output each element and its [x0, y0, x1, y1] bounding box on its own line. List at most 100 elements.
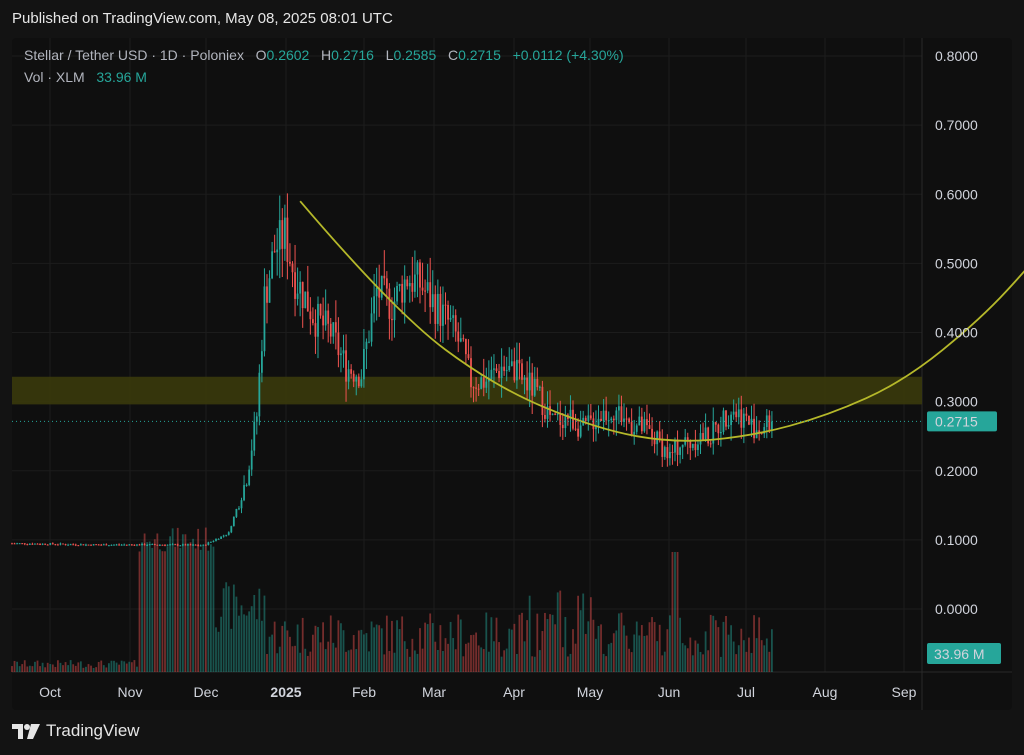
volume-bar — [704, 631, 707, 672]
candle-body — [753, 418, 755, 439]
candle-body — [159, 544, 161, 546]
volume-bar — [189, 542, 192, 672]
volume-bar — [59, 662, 62, 672]
volume-bar — [592, 619, 595, 672]
volume-bar — [643, 635, 646, 672]
volume-bar — [735, 654, 738, 672]
candle-body — [16, 543, 18, 545]
volume-bar — [521, 612, 523, 672]
candle-body — [600, 418, 602, 422]
last-price-badge — [927, 411, 997, 432]
volume-bar — [554, 624, 557, 672]
candle-body — [90, 544, 92, 546]
candle-body — [763, 427, 766, 434]
candle-body — [383, 275, 386, 279]
x-tick-label: Dec — [194, 684, 219, 700]
volume-bar — [618, 613, 620, 672]
candle-body — [521, 363, 523, 380]
volume-bar — [202, 545, 205, 672]
volume-bar — [699, 651, 702, 672]
candle-body — [447, 305, 449, 320]
candle-body — [125, 544, 128, 546]
volume-bar — [669, 615, 671, 672]
volume-bar — [419, 628, 421, 672]
volume-bar — [393, 652, 396, 672]
candle-body — [375, 287, 378, 297]
volume-bar — [69, 660, 72, 672]
volume-bar — [628, 648, 630, 672]
candle-body — [597, 418, 600, 426]
volume-bar — [184, 534, 187, 672]
volume-bar — [161, 551, 164, 672]
candle-body — [714, 422, 717, 425]
volume-bar — [380, 628, 383, 672]
volume-bar — [327, 641, 330, 672]
volume-bar — [595, 638, 597, 672]
candle-body — [278, 220, 281, 250]
candle-body — [699, 433, 702, 445]
x-tick-label: Jun — [658, 684, 681, 700]
volume-bar — [204, 527, 207, 672]
tradingview-logo[interactable]: TradingView — [12, 721, 140, 741]
volume-bar — [215, 627, 217, 672]
volume-bar — [28, 665, 31, 672]
candle-body — [712, 422, 715, 444]
candle-body — [312, 319, 314, 324]
candle-body — [49, 543, 52, 545]
volume-bar — [753, 615, 755, 672]
last-volume-badge-label: 33.96 M — [934, 646, 985, 662]
candle-body — [592, 418, 595, 430]
volume-bar — [340, 623, 342, 672]
volume-bar — [261, 620, 263, 672]
candle-body — [495, 368, 498, 371]
volume-bar — [291, 646, 294, 672]
candle-body — [768, 415, 771, 431]
volume-bar — [495, 617, 498, 672]
candle-body — [102, 544, 105, 546]
volume-bar — [740, 628, 743, 672]
volume-bar — [278, 646, 281, 672]
volume-bar — [72, 664, 75, 672]
volume-bar — [684, 645, 687, 672]
candle-body — [439, 293, 442, 326]
volume-bar — [760, 640, 763, 672]
candle-body — [51, 543, 54, 545]
candle-body — [46, 544, 49, 546]
volume-bar — [217, 631, 220, 672]
volume-bar — [23, 660, 26, 672]
candle-body — [686, 437, 689, 442]
volume-bar — [16, 661, 18, 672]
candle-body — [587, 415, 590, 421]
chart-panel — [12, 38, 1012, 710]
volume-bar — [138, 551, 141, 672]
volume-bar — [567, 656, 569, 672]
candle-body — [370, 313, 373, 342]
volume-bar — [266, 653, 268, 672]
volume-bar — [102, 665, 105, 672]
candle-body — [577, 428, 579, 437]
volume-bar — [169, 536, 171, 672]
volume-bar — [87, 664, 90, 672]
candle-body — [485, 381, 488, 388]
volume-bar — [227, 586, 230, 672]
candle-body — [169, 544, 171, 546]
candle-body — [77, 545, 80, 547]
volume-bar — [235, 596, 238, 672]
volume-bar — [559, 590, 562, 672]
volume-bar — [732, 641, 735, 672]
candle-body — [197, 545, 200, 547]
candle-body — [431, 294, 434, 308]
candle-body — [528, 372, 531, 391]
candle-body — [679, 447, 681, 455]
candle-body — [64, 544, 67, 546]
candle-body — [472, 387, 475, 389]
volume-bar — [212, 546, 215, 672]
low-label: L — [385, 47, 394, 63]
candle-body — [44, 543, 47, 545]
volume-bar — [574, 643, 577, 672]
volume-bar — [49, 664, 52, 672]
volume-bar — [638, 635, 641, 672]
y-tick-label: 0.6000 — [935, 186, 978, 202]
candle-body — [556, 413, 559, 415]
